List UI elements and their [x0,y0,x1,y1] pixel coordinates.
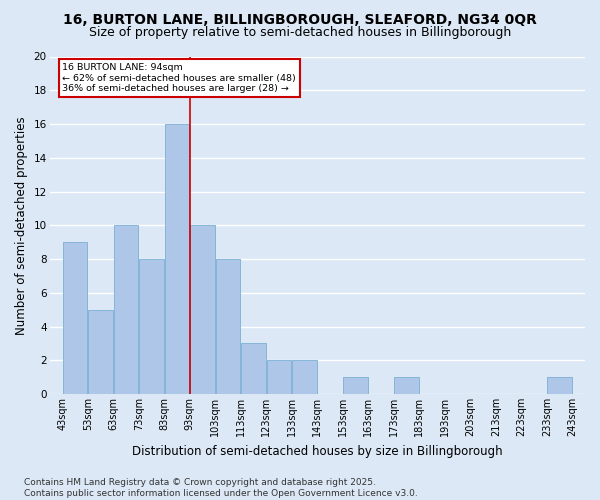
Text: Contains HM Land Registry data © Crown copyright and database right 2025.
Contai: Contains HM Land Registry data © Crown c… [24,478,418,498]
X-axis label: Distribution of semi-detached houses by size in Billingborough: Distribution of semi-detached houses by … [132,444,503,458]
Bar [266,360,292,394]
Bar [343,377,368,394]
Bar [215,259,241,394]
Bar [164,124,190,394]
Text: 16 BURTON LANE: 94sqm
← 62% of semi-detached houses are smaller (48)
36% of semi: 16 BURTON LANE: 94sqm ← 62% of semi-deta… [62,64,296,93]
Bar [114,226,139,394]
Bar [394,377,419,394]
Text: 16, BURTON LANE, BILLINGBOROUGH, SLEAFORD, NG34 0QR: 16, BURTON LANE, BILLINGBOROUGH, SLEAFOR… [63,12,537,26]
Bar [292,360,317,394]
Text: Size of property relative to semi-detached houses in Billingborough: Size of property relative to semi-detach… [89,26,511,39]
Bar [139,259,164,394]
Bar [88,310,113,394]
Y-axis label: Number of semi-detached properties: Number of semi-detached properties [15,116,28,334]
Bar [190,226,215,394]
Bar [241,344,266,394]
Bar [547,377,572,394]
Bar [63,242,88,394]
